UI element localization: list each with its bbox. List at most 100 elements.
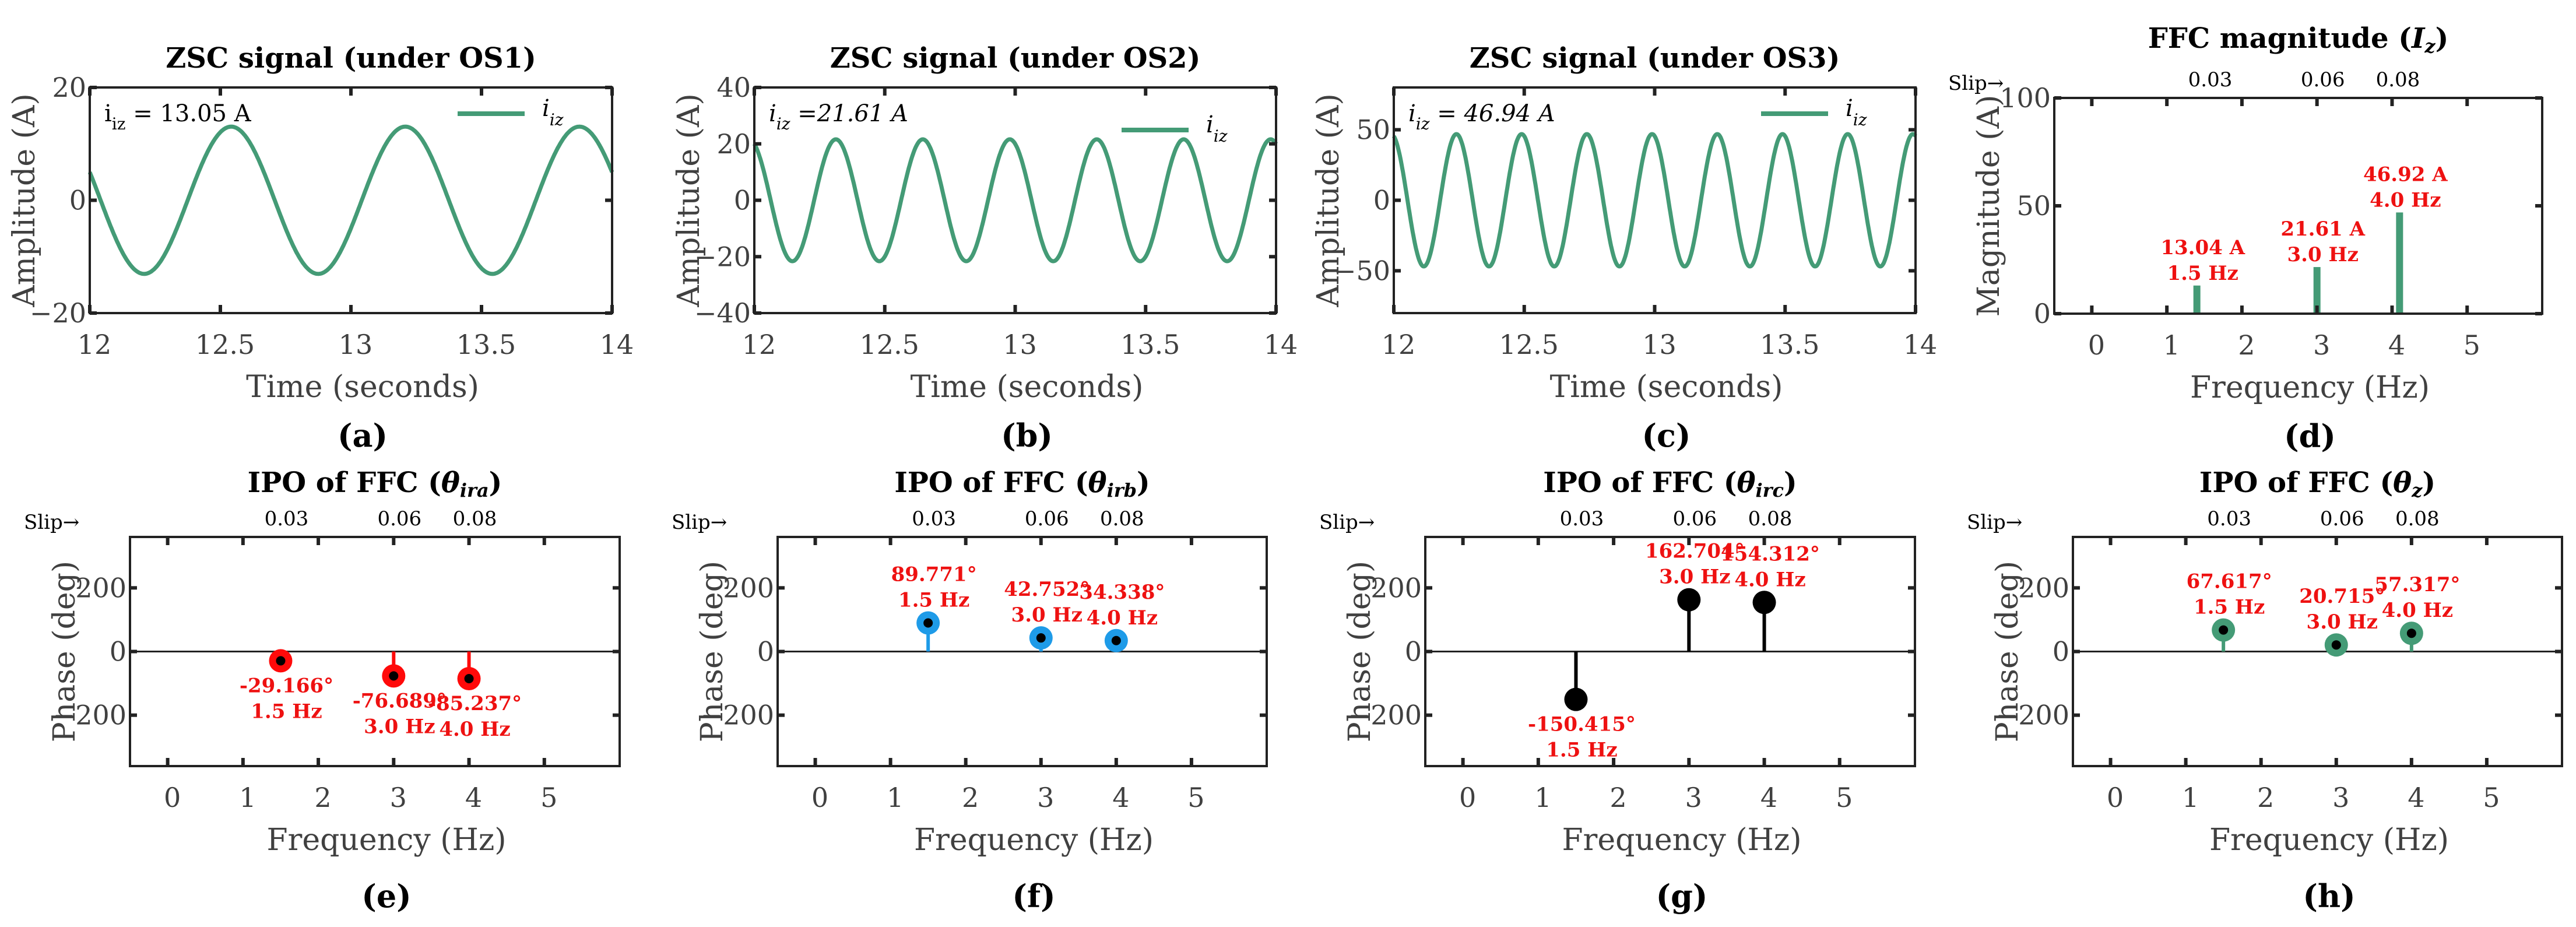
- frequency-label: 1.5 Hz: [251, 700, 322, 723]
- slip-label: Slip→: [24, 511, 79, 534]
- panel-label: (e): [361, 877, 411, 915]
- chart-title-part: z: [2411, 479, 2423, 501]
- y-axis-label: Phase (deg): [1343, 561, 1377, 742]
- slip-tick-label: 0.03: [265, 507, 309, 531]
- x-tick-label: 1: [887, 782, 904, 813]
- x-tick-label: 2: [314, 782, 331, 813]
- slip-tick-label: 0.03: [2188, 68, 2233, 92]
- x-tick-label: 4: [2388, 329, 2405, 361]
- y-tick-label: 100: [1999, 82, 2051, 114]
- panel-label: (f): [1012, 877, 1055, 915]
- amplitude-annotation: iiz = 13.05 A: [104, 100, 252, 134]
- y-tick-label: 0: [1405, 636, 1422, 668]
- y-tick-label: 0: [2053, 636, 2069, 668]
- x-tick-label: 1: [1534, 782, 1551, 813]
- x-tick-label: 12: [1382, 329, 1416, 360]
- value-label: 89.771°: [891, 563, 977, 587]
- annotation-text: =21.61 A: [790, 100, 908, 127]
- chart-title-part: ): [489, 466, 502, 499]
- slip-label: Slip→: [1319, 511, 1375, 534]
- slip-tick-label: 0.08: [1748, 507, 1793, 531]
- value-label: 67.617°: [2187, 570, 2272, 594]
- chart-title-part: IPO of FFC (: [1543, 466, 1737, 499]
- chart-title: FFC magnitude (Iz): [2148, 22, 2449, 57]
- chart-title-part: θ: [2393, 466, 2412, 499]
- x-tick-label: 3: [390, 782, 407, 813]
- y-tick-label: 0: [110, 636, 126, 668]
- y-tick-label: 40: [716, 72, 751, 103]
- annotation-text: = 13.05 A: [126, 100, 252, 127]
- stem-marker-center: [464, 674, 474, 684]
- panel-label: (a): [338, 417, 388, 454]
- x-tick-label: 13: [1642, 329, 1677, 360]
- chart-title-part: ): [2422, 466, 2436, 499]
- annotation-subscript: iz: [1416, 114, 1430, 134]
- y-tick-label: 200: [75, 572, 126, 603]
- x-tick-label: 14: [1264, 329, 1298, 360]
- x-axis-label: Frequency (Hz): [2190, 370, 2430, 405]
- chart-title-part: ira: [460, 479, 489, 501]
- chart-title-part: irc: [1756, 479, 1784, 501]
- value-label: 13.04 A: [2160, 236, 2245, 259]
- y-axis-label: Phase (deg): [1990, 561, 2025, 742]
- panel-d: FFC magnitude (Iz) 13.04 A 1.5 Hz 21.61 A3.…: [1948, 22, 2543, 455]
- x-axis-label: Time (seconds): [1550, 370, 1783, 405]
- x-tick-label: 13.5: [456, 329, 516, 360]
- x-tick-label: 12.5: [195, 329, 255, 360]
- x-tick-label: 13: [1003, 329, 1037, 360]
- value-label: -85.237°: [428, 692, 522, 715]
- legend-subscript: iz: [550, 110, 564, 129]
- frequency-label: 3.0 Hz: [2287, 243, 2358, 266]
- stem-marker-center: [2331, 640, 2341, 650]
- slip-tick-label: 0.08: [1100, 507, 1144, 531]
- chart-title: ZSC signal (under OS3): [1470, 42, 1840, 75]
- x-tick-label: 5: [1836, 782, 1853, 813]
- x-tick-label: 3: [2332, 782, 2349, 813]
- x-tick-label: 0: [1459, 782, 1476, 813]
- frequency-label: 4.0 Hz: [1734, 568, 1805, 591]
- frequency-label: 3.0 Hz: [364, 715, 435, 738]
- y-axis-label: Magnitude (A): [1971, 95, 2006, 317]
- bar: [2313, 267, 2321, 314]
- frequency-label: 3.0 Hz: [2307, 610, 2378, 634]
- stem-marker-center: [1571, 694, 1581, 704]
- chart-title-part: IPO of FFC (: [2199, 466, 2393, 499]
- x-tick-label: 2: [962, 782, 979, 813]
- panel-label: (d): [2284, 417, 2336, 455]
- x-tick-label: 12: [78, 329, 112, 360]
- x-tick-label: 1: [2182, 782, 2199, 813]
- frequency-label: 4.0 Hz: [439, 718, 510, 741]
- x-tick-label: 2: [2257, 782, 2274, 813]
- y-tick-label: −200: [1348, 700, 1422, 731]
- chart-title-part: I: [2410, 22, 2426, 55]
- slip-tick-label: 0.06: [1672, 507, 1717, 531]
- panel-e: IPO of FFC (θira) -29.166° 1.5 Hz -76.689° 3…: [24, 466, 621, 915]
- panel-label: (h): [2303, 877, 2355, 915]
- chart-title-part: ): [1137, 466, 1150, 499]
- stem-marker-center: [2219, 625, 2229, 635]
- x-tick-label: 2: [1609, 782, 1626, 813]
- frequency-label: 4.0 Hz: [2370, 188, 2441, 212]
- chart-title-part: ZSC signal (under OS2): [830, 42, 1201, 75]
- slip-tick-label: 0.03: [912, 507, 956, 531]
- chart-title-part: irb: [1107, 479, 1137, 501]
- value-label: 46.92 A: [2363, 163, 2448, 186]
- slip-tick-label: 0.08: [2376, 68, 2420, 92]
- chart-title: IPO of FFC (θira): [248, 466, 502, 501]
- chart-title-part: θ: [1088, 466, 1107, 499]
- stem-marker-center: [1759, 598, 1769, 608]
- y-tick-label: 50: [1356, 114, 1390, 146]
- panel-h: IPO of FFC (θz) 67.617°1.5 Hz 20.715°3.0 H…: [1967, 466, 2563, 915]
- y-tick-label: −200: [53, 700, 126, 731]
- chart-title-part: IPO of FFC (: [894, 466, 1088, 499]
- bar: [2396, 212, 2403, 314]
- x-tick-label: 0: [164, 782, 181, 813]
- y-tick-label: 50: [2016, 190, 2051, 222]
- slip-tick-label: 0.06: [2320, 507, 2364, 531]
- panel-label: (c): [1642, 417, 1691, 454]
- chart-title-part: ): [2436, 22, 2449, 55]
- bar: [2193, 285, 2201, 314]
- chart-title: ZSC signal (under OS1): [166, 42, 536, 75]
